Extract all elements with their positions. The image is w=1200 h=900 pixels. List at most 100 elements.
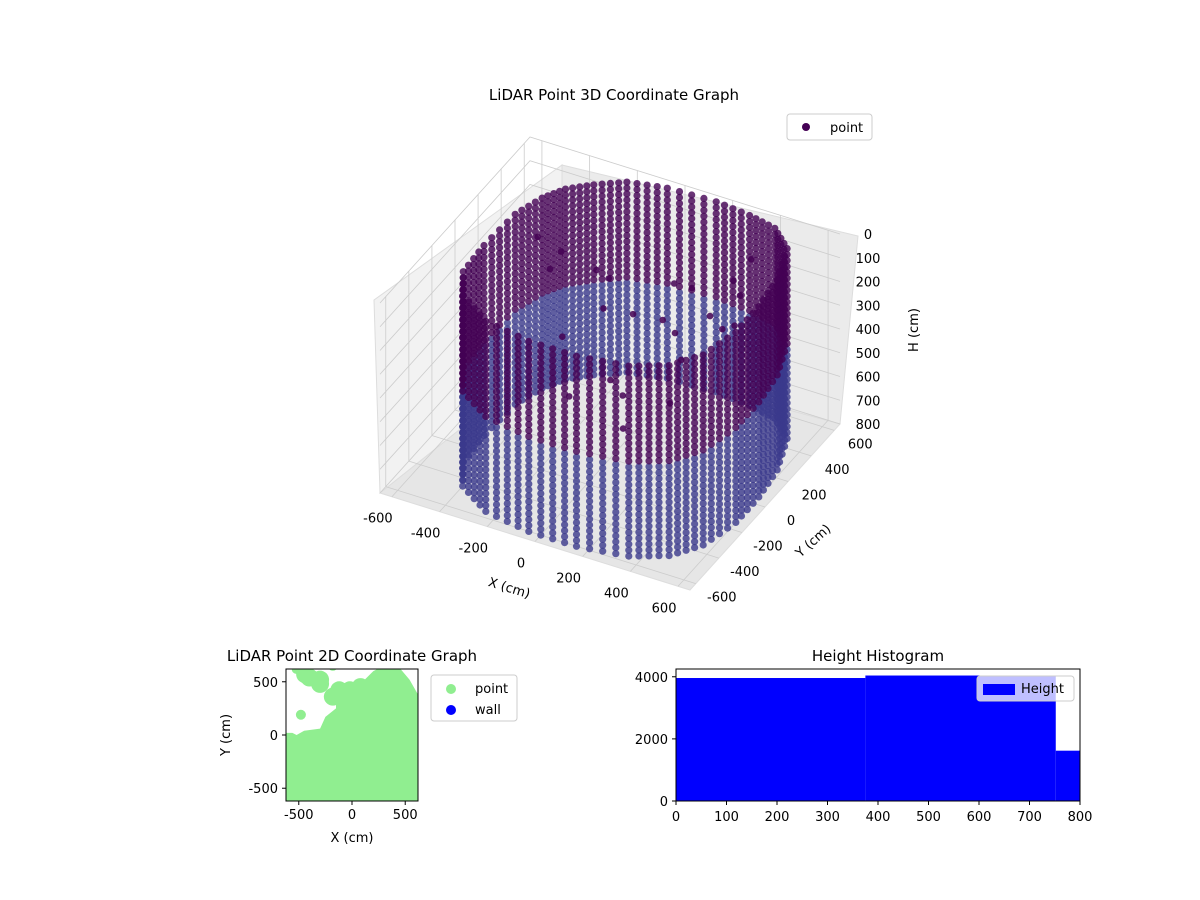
point-3d-wall-2692	[732, 340, 740, 348]
point-3d-wall-2857	[781, 252, 789, 260]
point-3d-wall-495	[707, 506, 715, 514]
point-3d-wall-2831	[583, 182, 591, 190]
point-3d-wall-1813	[724, 405, 732, 413]
point-3d-wall-1023	[707, 470, 715, 478]
point-3d-wall-2481	[598, 204, 606, 212]
point-3d-wall-1906	[682, 422, 690, 430]
point-3d-wall-367	[583, 348, 591, 356]
point-3d-wall-642	[688, 339, 696, 347]
point-3d-wall-1380	[665, 462, 673, 471]
point-3d-wall-1306	[503, 434, 511, 442]
point-3d-wall-2304	[590, 216, 598, 224]
point-3d-wall-2561	[544, 210, 552, 218]
point-3d-wall-2002	[599, 417, 607, 425]
point-3d-wall-2073	[749, 363, 757, 371]
point-3d-wall-1061	[518, 325, 526, 333]
point-3d-wall-183	[531, 376, 540, 384]
point-3d-wall-2805	[476, 317, 484, 325]
point-3d-wall-2310	[643, 217, 651, 225]
point-3d-wall-1344	[663, 285, 671, 293]
point-3d-wall-896	[590, 311, 598, 319]
point-3d-wall-2693	[724, 346, 732, 354]
point-3d-wall-137	[749, 493, 757, 501]
point-3d-wall-1592	[538, 277, 546, 285]
point-3d-wall-818	[688, 327, 696, 336]
point-3d-wall-1413	[518, 301, 526, 309]
point-3d-interior-10	[559, 333, 566, 341]
point-3d-wall-2535	[537, 365, 545, 373]
point-3d-wall-1325	[518, 307, 526, 315]
point-3d-wall-1107	[737, 441, 746, 449]
point-3d-wall-937	[691, 484, 699, 492]
point-3d-wall-224	[755, 481, 763, 489]
point-3d-wall-2399	[653, 212, 661, 220]
point-3d-wall-2663	[653, 194, 661, 203]
point-3d-wall-231	[707, 523, 715, 532]
x-tick-hist-0: 0	[672, 810, 680, 825]
point-3d-wall-2579	[700, 212, 708, 220]
point-3d-wall-2319	[737, 244, 745, 252]
point-3d-wall-852	[665, 498, 673, 506]
point-3d-wall-1573	[476, 400, 484, 408]
point-3d-wall-1559	[635, 451, 643, 459]
point-3d-wall-372	[623, 344, 631, 352]
point-3d-wall-2713	[514, 344, 522, 352]
point-3d-wall-934	[715, 470, 724, 478]
point-3d-wall-2003	[586, 414, 594, 422]
y-tick-3d-4: 200	[802, 488, 827, 503]
point-3d-wall-143	[707, 529, 715, 538]
point-3d-wall-1019	[737, 447, 746, 455]
point-3d-wall-1298	[599, 464, 607, 472]
point-3d-wall-1040	[525, 462, 533, 470]
point-3d-wall-1216	[525, 450, 533, 458]
point-3d-wall-2010	[503, 387, 511, 395]
point-3d-wall-1473	[612, 455, 620, 463]
point-3d-wall-1651	[586, 438, 594, 446]
point-3d-wall-2161	[749, 357, 757, 365]
point-3d-wall-1261	[720, 308, 729, 316]
point-3d-wall-2200	[480, 283, 488, 291]
point-3d-wall-1644	[665, 445, 673, 453]
point-3d-wall-1868	[623, 243, 631, 251]
point-3d-wall-2364	[482, 353, 490, 361]
point-3d-wall-688	[525, 486, 533, 494]
point-3d-wall-2400	[663, 214, 671, 222]
point-3d-wall-943	[635, 493, 643, 501]
point-3d-interior-8	[593, 266, 600, 274]
point-3d-wall-856	[625, 499, 633, 507]
point-3d-wall-2664	[663, 196, 671, 204]
point-3d-wall-1114	[682, 475, 690, 483]
point-3d-wall-595	[586, 509, 594, 517]
point-3d-wall-2795	[586, 361, 594, 369]
point-3d-wall-2828	[561, 185, 570, 193]
point-3d-wall-2694	[715, 352, 724, 360]
point-3d-wall-1836	[482, 389, 490, 397]
point-3d-wall-2040	[590, 234, 598, 242]
point-3d-wall-1488	[459, 387, 467, 395]
point-3d-wall-1776	[590, 252, 598, 260]
point-3d-wall-2266	[599, 399, 607, 407]
point-3d-wall-2322	[758, 254, 766, 262]
point-3d-wall-2210	[550, 231, 558, 239]
point-3d-wall-2254	[715, 381, 724, 389]
point-3d-wall-1027	[674, 484, 682, 492]
point-3d-wall-145	[691, 538, 699, 546]
point-3d-wall-2366	[470, 340, 478, 348]
point-3d-wall-2036	[561, 238, 570, 247]
point-3d-wall-77	[476, 501, 484, 509]
point-3d-wall-1048	[459, 417, 467, 425]
point-3d-wall-2357	[561, 384, 569, 392]
point-3d-wall-542	[576, 337, 584, 345]
point-3d-wall-2449	[514, 362, 522, 370]
point-3d-interior-16	[731, 322, 738, 330]
point-3d-wall-71	[537, 531, 545, 539]
point-3d-wall-1954	[606, 239, 615, 247]
point-3d-wall-2528	[625, 386, 633, 394]
point-3d-wall-1384	[625, 463, 633, 471]
point-3d-interior-0	[600, 305, 607, 312]
point-3d-wall-2222	[643, 223, 651, 231]
point-3d-wall-271	[531, 370, 540, 378]
point-3d-wall-2697	[691, 365, 699, 374]
point-3d-wall-1465	[691, 449, 699, 457]
point-3d-wall-1200	[699, 464, 707, 472]
